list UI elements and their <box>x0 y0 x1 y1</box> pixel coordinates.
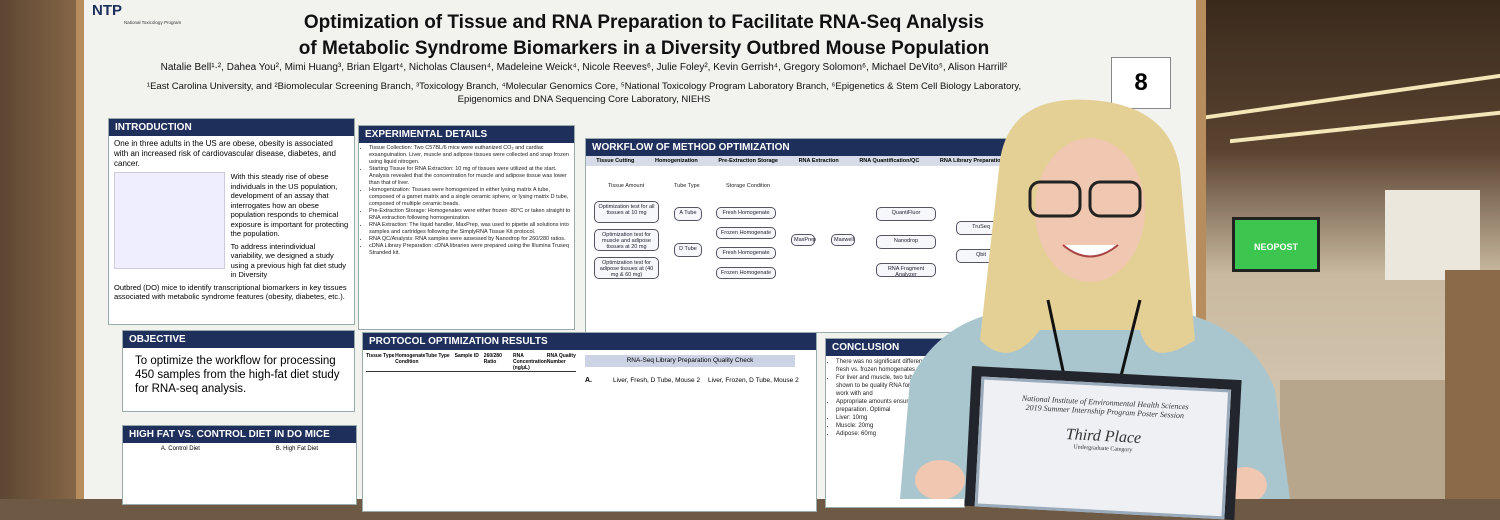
plot-title: Liver, Frozen, D Tube, Mouse 2 <box>708 377 799 384</box>
list-item: Homogenization: Tissues were homogenized… <box>369 187 574 208</box>
list-item: There was no significant difference betw… <box>836 358 964 374</box>
node: MaxPrep <box>791 234 816 246</box>
list-item: Adipose: 60mg <box>836 430 964 438</box>
section-heading: PROTOCOL OPTIMIZATION RESULTS <box>363 333 816 350</box>
logo: NTP <box>92 2 122 19</box>
list-item: For liver and muscle, two tubes and D, w… <box>836 374 964 398</box>
plot-title: Liver, Fresh, D Tube, Mouse 2 <box>613 377 701 384</box>
intro-tail: Outbred (DO) mice to identify transcript… <box>114 282 347 302</box>
text: To address interindividual variability, … <box>230 241 347 280</box>
node: Maxwell <box>831 234 855 246</box>
board-number: 8 <box>1111 57 1171 109</box>
stage: Homogenization <box>655 158 698 164</box>
monitor: NEOPOST <box>1232 217 1320 272</box>
monitor-text: NEOPOST <box>1253 242 1298 252</box>
column-header: Tube Type <box>425 353 450 359</box>
stage: Pre-Extraction Storage <box>718 158 778 164</box>
node: A Tube <box>674 207 702 221</box>
poster: NTP National Toxicology Program Optimiza… <box>84 0 1196 512</box>
glasses <box>1088 180 1142 218</box>
intro-body: With this steady rise of obese individua… <box>225 172 349 280</box>
section-heading: WORKFLOW OF METHOD OPTIMIZATION <box>586 139 1024 156</box>
section-heading: INTRODUCTION <box>109 119 354 136</box>
label: Tissue Amount <box>608 183 645 189</box>
list-item: cDNA Library Preparation: cDNA libraries… <box>369 243 574 257</box>
column-header: RNA Quality Number <box>546 353 576 365</box>
node: Frozen Homogenate <box>716 227 776 239</box>
node: Nanodrop <box>876 235 936 249</box>
node: Fresh Homogenate <box>716 247 776 259</box>
workflow: WORKFLOW OF METHOD OPTIMIZATION Tissue C… <box>585 138 1025 333</box>
column-header: Sample ID <box>454 353 479 359</box>
list-item: Liver: 10mg <box>836 414 964 422</box>
node: QuantiFluor <box>876 207 936 221</box>
glasses <box>1028 180 1082 218</box>
node: Frozen Homogenate <box>716 267 776 279</box>
introduction: INTRODUCTION One in three adults in the … <box>108 118 355 325</box>
hand <box>915 460 965 499</box>
node: Optimization test for all tissues at 10 … <box>594 201 659 223</box>
logo-subtitle: National Toxicology Program <box>124 20 182 25</box>
stage: Tissue Cutting <box>596 158 635 164</box>
affiliation: ¹East Carolina University, and ²Biomolec… <box>146 81 1022 92</box>
smile <box>1062 244 1119 258</box>
column-header: Homogenate Condition <box>395 353 426 365</box>
node: Fresh Homogenate <box>716 207 776 219</box>
panel-label: A. Control Diet <box>160 446 200 452</box>
panel-label: A. <box>585 377 592 384</box>
stage: RNA Library Preparation/QC <box>939 158 1014 164</box>
node: Optimization test for adipose tissues at… <box>594 257 659 279</box>
label: Tube Type <box>674 183 700 189</box>
section-heading: EXPERIMENTAL DETAILS <box>359 126 574 143</box>
high-fat: HIGH FAT VS. CONTROL DIET IN DO MICE A. … <box>122 425 357 505</box>
objective-text: To optimize the workflow for processing … <box>135 355 340 395</box>
logo-name: NTP <box>92 2 122 19</box>
list-item: RNA QC/Analysis: RNA samples were assess… <box>369 236 574 243</box>
list-item: Starting Tissue for RNA Extraction: 10 m… <box>369 166 574 187</box>
stage: RNA Quantification/QC <box>859 158 920 164</box>
list-item: Pre-Extraction Storage: Homogenates were… <box>369 208 574 222</box>
page: {"logo":{"name":"NTP","subtitle":"Nation… <box>0 0 1500 499</box>
text: With this steady rise of obese individua… <box>230 172 349 238</box>
lanyard <box>1046 299 1142 381</box>
objective: OBJECTIVE To optimize the workflow for p… <box>122 330 355 412</box>
section-heading: OBJECTIVE <box>123 331 354 348</box>
list-item: Tissue Collection: Two C57BL/6 mice were… <box>369 145 574 166</box>
affiliations: ¹East Carolina University, and ²Biomolec… <box>134 80 1034 106</box>
person <box>900 99 1290 499</box>
column-header: Tissue Type <box>366 353 395 359</box>
title: Optimization of Tissue and RNA Preparati… <box>204 10 1084 62</box>
certificate-frame: National Institute of Environmental Heal… <box>964 366 1242 520</box>
experimental-details: EXPERIMENTAL DETAILS Tissue Collection: … <box>358 125 575 330</box>
desk <box>1280 380 1460 499</box>
node: RNA Fragment Analyzer <box>876 263 936 278</box>
node: Optimization test for muscle and adipose… <box>594 229 659 251</box>
column-header: RNA Concentration (ng/µL) <box>512 353 547 371</box>
list-item: Muscle: 20mg <box>836 422 964 430</box>
section-heading: HIGH FAT VS. CONTROL DIET IN DO MICE <box>123 426 356 443</box>
arrow-label: RNA-Seq Library Preparation Quality Chec… <box>585 355 795 367</box>
title-line: of Metabolic Syndrome Biomarkers in a Di… <box>298 38 990 59</box>
node: D Tube <box>674 243 702 257</box>
list-item: Appropriate amounts ensure the sufficien… <box>836 398 964 414</box>
authors: Natalie Bell¹·², Dahea You², Mimi Huang³… <box>160 62 1008 73</box>
bulletin-board <box>1385 190 1480 280</box>
title-line: Optimization of Tissue and RNA Preparati… <box>303 12 985 33</box>
column-header: 260/280 Ratio <box>483 353 502 365</box>
stage: RNA Extraction <box>798 158 839 164</box>
affiliation: Epigenomics and DNA Sequencing Core Labo… <box>457 94 711 105</box>
label: Storage Condition <box>726 183 771 189</box>
certificate: National Institute of Environmental Heal… <box>974 376 1232 520</box>
wall <box>0 0 90 499</box>
list-item: RNA Extraction: The liquid handler, MaxP… <box>369 222 574 236</box>
panel-label: B. High Fat Diet <box>275 446 319 452</box>
intro-lead: One in three adults in the US are obese,… <box>114 139 336 168</box>
diagram <box>114 172 225 269</box>
doorframe <box>1445 270 1500 499</box>
results: PROTOCOL OPTIMIZATION RESULTS Tissue Typ… <box>362 332 817 512</box>
